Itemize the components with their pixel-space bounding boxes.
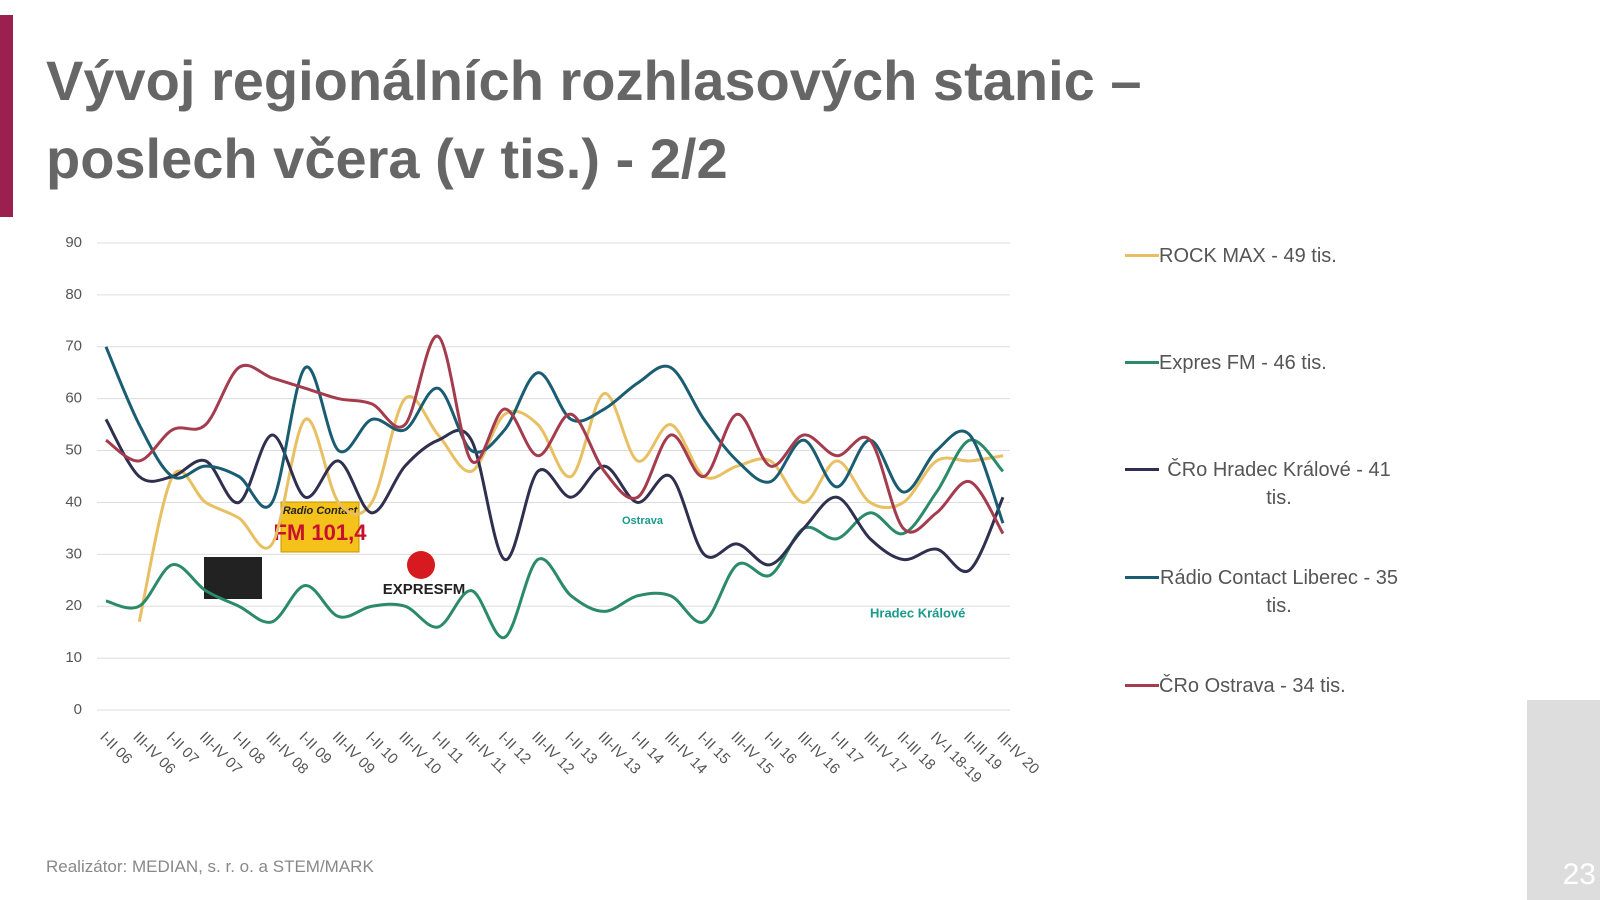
title: Vývoj regionálních rozhlasových stanic –… — [46, 49, 1142, 190]
legend-marker — [1125, 254, 1159, 257]
series-line — [104, 346, 1005, 524]
series-line — [104, 418, 1005, 574]
legend-entry: ROCK MAX - 49 tis. — [1125, 242, 1415, 270]
logos: Radio Contact FM 101,4 EXPRESFM Ostrava Hrad… — [204, 501, 965, 620]
series-line — [105, 438, 1005, 639]
page-tab: 23 — [1527, 700, 1600, 900]
legend-label: ČRo Hradec Králové - 41 tis. — [1167, 459, 1391, 509]
y-tick-label: 70 — [65, 338, 82, 355]
legend-label: Rádio Contact Liberec - 35 tis. — [1160, 567, 1398, 617]
legend-marker — [1125, 576, 1159, 579]
logo-text: Ostrava — [622, 515, 664, 527]
y-tick-label: 30 — [65, 545, 82, 562]
y-tick-label: 60 — [65, 390, 82, 407]
legend-label: Expres FM - 46 tis. — [1159, 352, 1327, 374]
legend-label: ROCK MAX - 49 tis. — [1159, 245, 1337, 267]
logo-text: Hradec Králové — [870, 605, 965, 620]
legend-label: ČRo Ostrava - 34 tis. — [1159, 675, 1346, 697]
accent-bar — [0, 15, 13, 217]
y-tick-label: 20 — [65, 597, 82, 614]
footer: Realizátor: MEDIAN, s. r. o. a STEM/MARK — [46, 857, 374, 876]
page-number: 23 — [1562, 858, 1596, 891]
legend-marker — [1125, 361, 1159, 364]
x-tick-label: III-IV 20 — [993, 729, 1042, 778]
y-tick-label: 40 — [65, 493, 82, 510]
logo-mark — [407, 551, 435, 579]
series-line — [105, 334, 1005, 535]
legend-marker — [1125, 684, 1159, 687]
series-line — [137, 392, 1004, 623]
y-tick-label: 90 — [65, 234, 82, 251]
logo-text: FM 101,4 — [274, 520, 368, 545]
logo-box — [204, 557, 262, 599]
legend-entry: Rádio Contact Liberec - 35 tis. — [1125, 564, 1415, 620]
x-tick-label: I-II 06 — [96, 729, 135, 768]
logo-text: Radio Contact — [283, 505, 359, 517]
legend-entry: ČRo Ostrava - 34 tis. — [1125, 672, 1415, 700]
legend-entry: Expres FM - 46 tis. — [1125, 349, 1415, 377]
y-tick-label: 10 — [65, 649, 82, 666]
y-tick-label: 80 — [65, 286, 82, 303]
y-tick-label: 0 — [74, 701, 82, 718]
logo-text: EXPRESFM — [383, 581, 466, 598]
legend-entry: ČRo Hradec Králové - 41 tis. — [1125, 456, 1415, 512]
y-tick-label: 50 — [65, 442, 82, 459]
legend-marker — [1125, 468, 1159, 471]
